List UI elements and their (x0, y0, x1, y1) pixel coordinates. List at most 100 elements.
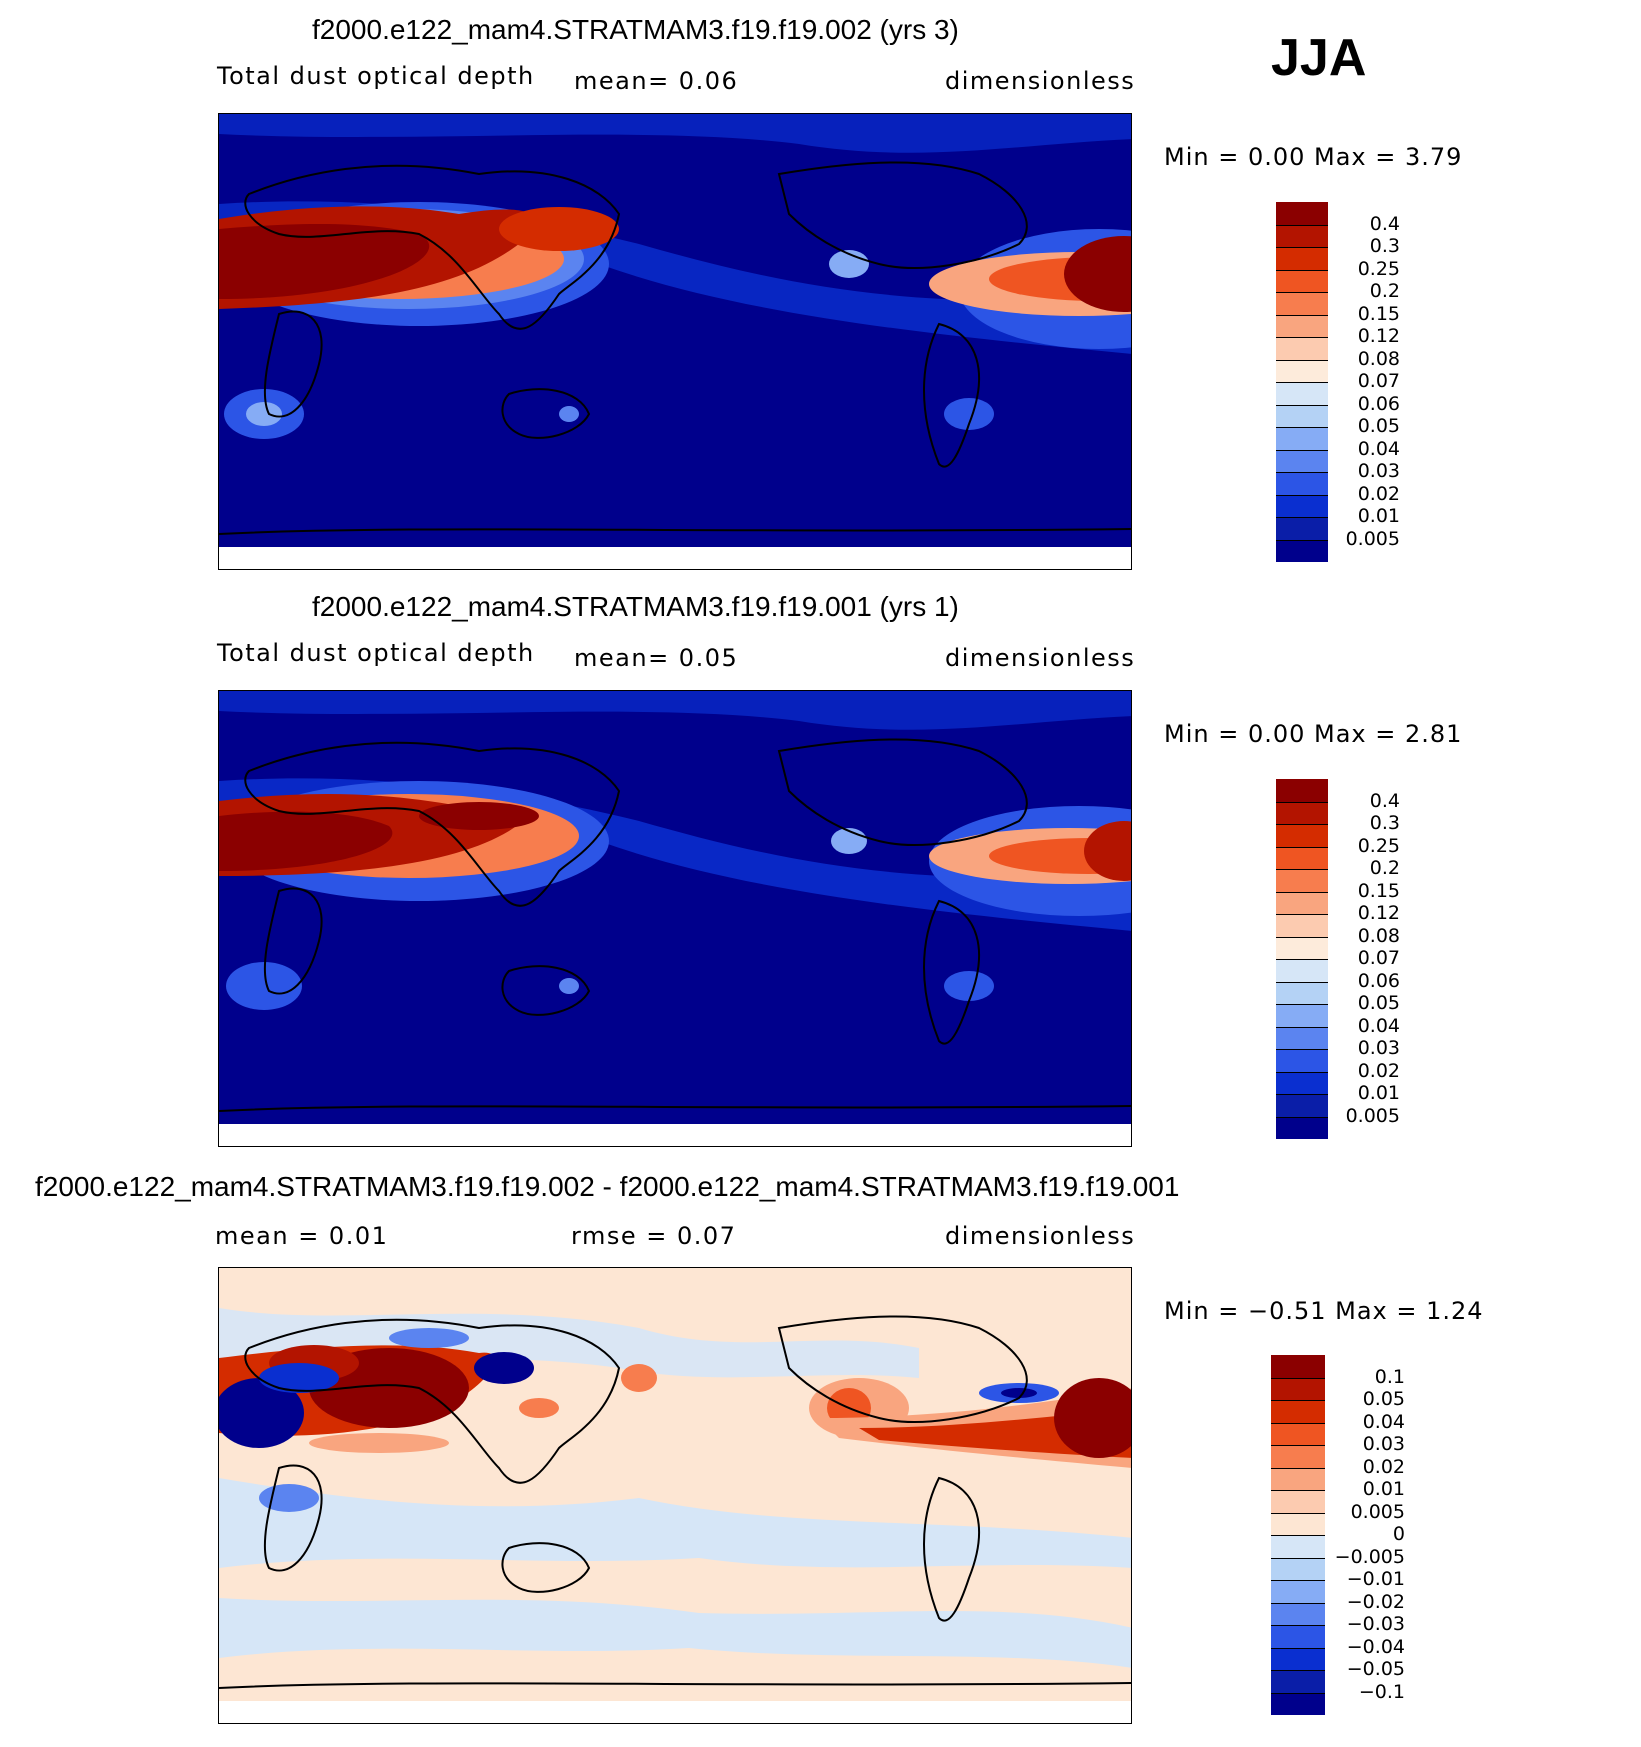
colorbar-swatch (1276, 936, 1328, 959)
panel3-rmse-label: rmse = 0.07 (571, 1222, 737, 1250)
colorbar-swatch (1276, 891, 1328, 914)
panel3-units-label: dimensionless (945, 1222, 1136, 1250)
colorbar-swatch (1276, 247, 1328, 270)
colorbar-level-label: 0.02 (1357, 482, 1400, 505)
colorbar-swatch (1271, 1602, 1325, 1625)
colorbar-swatch (1276, 801, 1328, 824)
colorbar-swatch (1276, 869, 1328, 892)
colorbar-swatch (1276, 404, 1328, 427)
colorbar-swatch (1271, 1535, 1325, 1558)
colorbar-level-label: 0.04 (1357, 1014, 1400, 1037)
colorbar-level-label: −0.005 (1334, 1545, 1405, 1568)
colorbar-level-label: 0.06 (1357, 969, 1400, 992)
colorbar-level-label: 0.3 (1369, 812, 1400, 834)
colorbar-level-label: 0.2 (1369, 280, 1400, 302)
panel3-minmax: Min = −0.51 Max = 1.24 (1164, 1297, 1484, 1325)
panel3-title: f2000.e122_mam4.STRATMAM3.f19.f19.002 - … (35, 1171, 1180, 1202)
colorbar-swatch (1276, 314, 1328, 337)
colorbar-level-label: 0.3 (1369, 235, 1400, 257)
colorbar-level-label: 0.25 (1357, 257, 1400, 280)
colorbar-swatch (1276, 824, 1328, 847)
colorbar-level-label: 0.08 (1357, 347, 1400, 370)
colorbar-level-label: −0.1 (1358, 1680, 1405, 1703)
colorbar-swatch (1276, 959, 1328, 982)
colorbar-swatch (1271, 1355, 1325, 1378)
panel3-mean-label: mean = 0.01 (215, 1222, 389, 1250)
colorbar-level-label: 0.1 (1374, 1365, 1405, 1388)
colorbar-swatch (1271, 1580, 1325, 1603)
panel1-minmax: Min = 0.00 Max = 3.79 (1164, 143, 1463, 171)
colorbar-level-label: 0.01 (1357, 505, 1400, 527)
panel3-colorbar-swatches (1271, 1355, 1325, 1715)
panel3-colorbar-labels: 0.1 0.05 0.04 0.03 0.02 0.01 0.005 0 −0.005 −0.01… (1325, 1355, 1405, 1715)
colorbar-level-label: 0.03 (1362, 1433, 1405, 1455)
panel1-title: f2000.e122_mam4.STRATMAM3.f19.f19.002 (y… (312, 14, 959, 45)
panel2-colorbar-swatches (1276, 779, 1328, 1139)
colorbar-level-label: 0.05 (1362, 1388, 1405, 1410)
colorbar-swatch (1271, 1647, 1325, 1670)
colorbar-level-label: 0 (1392, 1523, 1405, 1545)
colorbar-swatch (1276, 981, 1328, 1004)
colorbar-swatch (1276, 359, 1328, 382)
colorbar-swatch (1276, 914, 1328, 937)
colorbar-level-label: −0.02 (1346, 1590, 1405, 1613)
colorbar-swatch (1271, 1512, 1325, 1535)
colorbar-swatch (1276, 382, 1328, 405)
colorbar-swatch (1276, 846, 1328, 869)
colorbar-level-label: −0.03 (1346, 1613, 1405, 1635)
panel1-map (218, 113, 1132, 570)
colorbar-level-label: 0.01 (1362, 1478, 1405, 1500)
colorbar-level-label: 0.01 (1357, 1082, 1400, 1104)
colorbar-swatch (1276, 427, 1328, 450)
colorbar-swatch (1276, 539, 1328, 562)
colorbar-swatch (1276, 517, 1328, 540)
panel2-title: f2000.e122_mam4.STRATMAM3.f19.f19.001 (y… (312, 591, 959, 622)
colorbar-swatch (1271, 1467, 1325, 1490)
colorbar-swatch (1276, 494, 1328, 517)
colorbar-level-label: 0.12 (1357, 902, 1400, 924)
panel2-mean-label: mean= 0.05 (574, 644, 739, 672)
colorbar-swatch (1276, 1071, 1328, 1094)
panel2-minmax: Min = 0.00 Max = 2.81 (1164, 720, 1463, 748)
panel1-colorbar-labels: 0.4 0.3 0.25 0.2 0.15 0.12 0.08 0.07 0.06 0.05 0.0… (1328, 202, 1400, 562)
panel1-mean-label: mean= 0.06 (574, 67, 739, 95)
colorbar-swatch (1271, 1692, 1325, 1715)
colorbar-swatch (1276, 269, 1328, 292)
colorbar-swatch (1276, 779, 1328, 802)
panel2-map (218, 690, 1132, 1147)
colorbar-swatch (1276, 449, 1328, 472)
colorbar-level-label: 0.05 (1357, 992, 1400, 1014)
colorbar-swatch (1271, 1422, 1325, 1445)
colorbar-level-label: 0.4 (1369, 789, 1400, 812)
colorbar-swatch (1271, 1445, 1325, 1468)
colorbar-level-label: −0.04 (1346, 1635, 1405, 1658)
colorbar-level-label: 0.04 (1357, 437, 1400, 460)
colorbar-swatch (1276, 1049, 1328, 1072)
panel2-units-label: dimensionless (945, 644, 1136, 672)
colorbar-level-label: 0.07 (1357, 370, 1400, 392)
colorbar-level-label: 0.15 (1357, 879, 1400, 902)
colorbar-level-label: 0.03 (1357, 1037, 1400, 1059)
colorbar-swatch (1276, 292, 1328, 315)
colorbar-swatch (1276, 1004, 1328, 1027)
colorbar-level-label: 0.12 (1357, 325, 1400, 347)
colorbar-swatch (1271, 1670, 1325, 1693)
colorbar-level-label: 0.005 (1350, 1500, 1405, 1523)
panel1-colorbar-swatches (1276, 202, 1328, 562)
colorbar-swatch (1271, 1400, 1325, 1423)
colorbar-level-label: 0.2 (1369, 857, 1400, 879)
panel3-map (218, 1267, 1132, 1724)
colorbar-swatch (1276, 1094, 1328, 1117)
colorbar-swatch (1271, 1377, 1325, 1400)
colorbar-swatch (1276, 202, 1328, 225)
colorbar-level-label: −0.01 (1346, 1568, 1405, 1590)
colorbar-level-label: 0.02 (1357, 1059, 1400, 1082)
colorbar-swatch (1276, 1116, 1328, 1139)
colorbar-swatch (1276, 224, 1328, 247)
colorbar-swatch (1276, 337, 1328, 360)
colorbar-level-label: 0.03 (1357, 460, 1400, 482)
panel2-variable-label: Total dust optical depth (217, 639, 535, 667)
colorbar-level-label: 0.15 (1357, 302, 1400, 325)
colorbar-level-label: 0.08 (1357, 924, 1400, 947)
colorbar-swatch (1271, 1557, 1325, 1580)
